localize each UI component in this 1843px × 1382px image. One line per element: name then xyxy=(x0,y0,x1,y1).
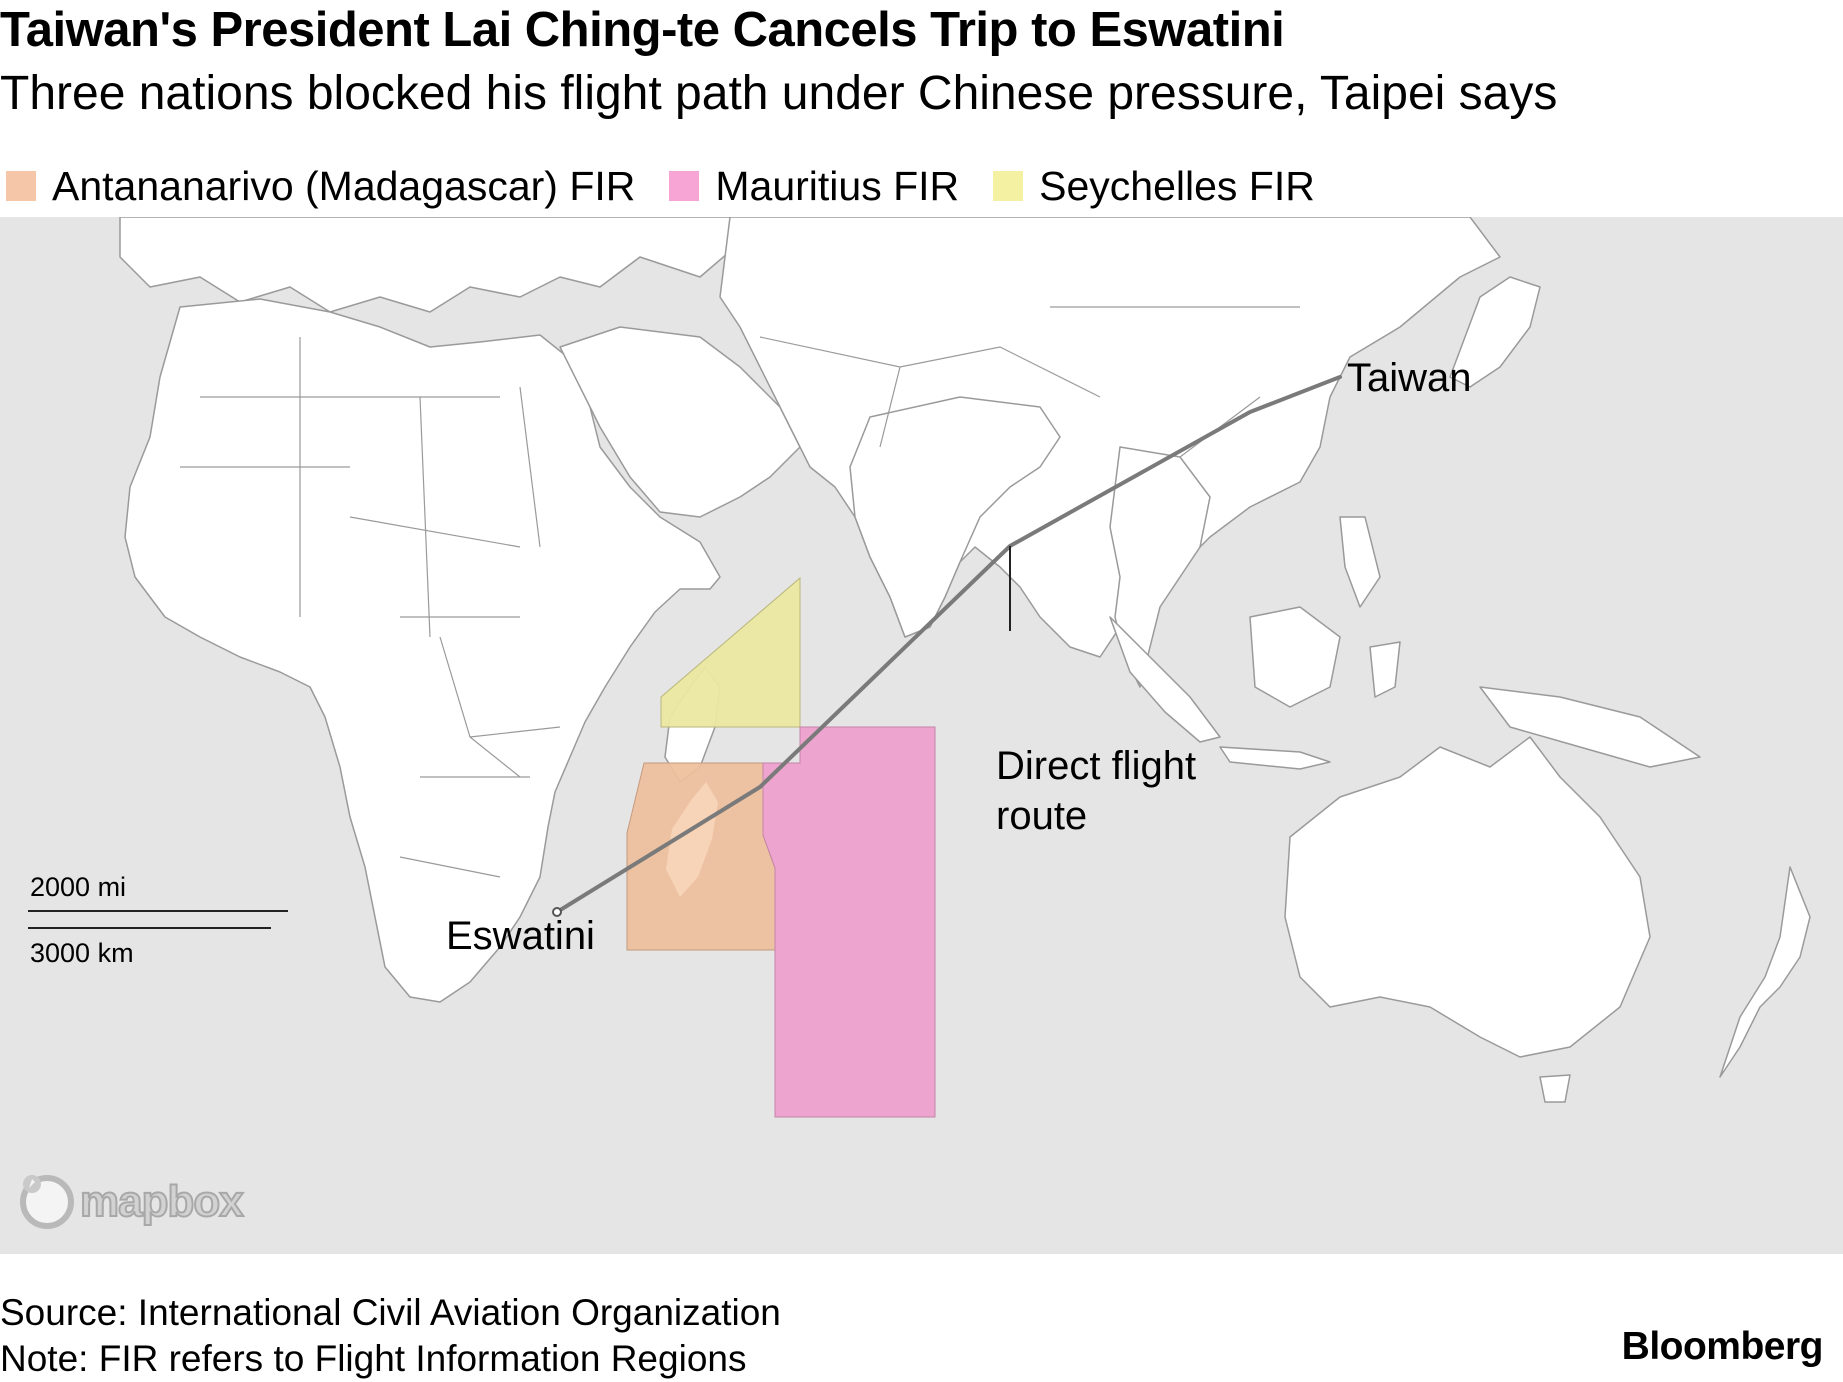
scale-label-miles: 2000 mi xyxy=(30,872,127,902)
legend-label-mauritius: Mauritius FIR xyxy=(715,162,960,209)
legend-swatch-mauritius xyxy=(669,171,700,201)
landmass-australia xyxy=(1284,736,1651,1058)
chart-title: Taiwan's President Lai Ching-te Cancels … xyxy=(0,3,1285,57)
legend-item-mauritius-fir: Mauritius FIR xyxy=(669,163,959,210)
landmass-java xyxy=(1219,746,1331,770)
landmass-new-zealand xyxy=(1719,866,1811,1078)
map-panel[interactable]: Taiwan Eswatini Direct flight route 2000… xyxy=(0,217,1843,1254)
legend-label-seychelles: Seychelles FIR xyxy=(1039,162,1315,209)
landmass-tasmania xyxy=(1539,1074,1571,1103)
scale-label-km: 3000 km xyxy=(30,938,134,968)
landmass-sumatra xyxy=(1109,616,1221,743)
landmass-sulawesi xyxy=(1369,641,1401,698)
label-route-line-2: route xyxy=(996,794,1088,838)
legend-item-seychelles-fir: Seychelles FIR xyxy=(993,163,1315,210)
legend-label-madagascar: Antananarivo (Madagascar) FIR xyxy=(52,162,636,209)
bloomberg-logo: Bloomberg xyxy=(1621,1325,1824,1368)
landmass-asia xyxy=(719,217,1501,658)
basemap-svg xyxy=(28,217,1811,1118)
landmass-new-guinea xyxy=(1479,686,1701,768)
landmass-se-asia xyxy=(1109,446,1211,688)
landmass-india xyxy=(849,396,1061,638)
border-lines-asia xyxy=(759,306,1300,458)
legend-swatch-seychelles xyxy=(993,171,1024,201)
footer-notes: Source: International Civil Aviation Org… xyxy=(0,1290,781,1382)
madagascar-island-fill xyxy=(666,782,718,897)
mapbox-logo[interactable]: mapbox xyxy=(20,1172,245,1232)
border-lines-africa xyxy=(180,337,561,878)
legend-item-madagascar-fir: Antananarivo (Madagascar) FIR xyxy=(6,163,635,210)
eswatini-point xyxy=(552,907,562,917)
label-eswatini: Eswatini xyxy=(446,914,595,958)
landmass-arabia xyxy=(559,326,801,518)
label-taiwan: Taiwan xyxy=(1347,356,1472,400)
fir-note: Note: FIR refers to Flight Information R… xyxy=(0,1338,747,1379)
mapbox-wordmark: mapbox xyxy=(79,1176,245,1227)
legend-swatch-madagascar xyxy=(6,171,36,201)
landmass-japan xyxy=(1449,276,1541,388)
mapbox-logo-icon xyxy=(20,1175,74,1229)
chart-subtitle: Three nations blocked his flight path un… xyxy=(0,67,1558,120)
fir-mauritius xyxy=(762,726,936,1118)
landmass-europe xyxy=(119,217,736,313)
label-route-line-1: Direct flight xyxy=(996,744,1197,788)
source-note: Source: International Civil Aviation Org… xyxy=(0,1292,781,1333)
landmass-philippines xyxy=(1339,516,1381,608)
label-direct-flight-route: Direct flight route xyxy=(996,741,1196,841)
landmass-borneo xyxy=(1249,606,1341,708)
legend: Antananarivo (Madagascar) FIR Mauritius … xyxy=(6,162,1349,210)
